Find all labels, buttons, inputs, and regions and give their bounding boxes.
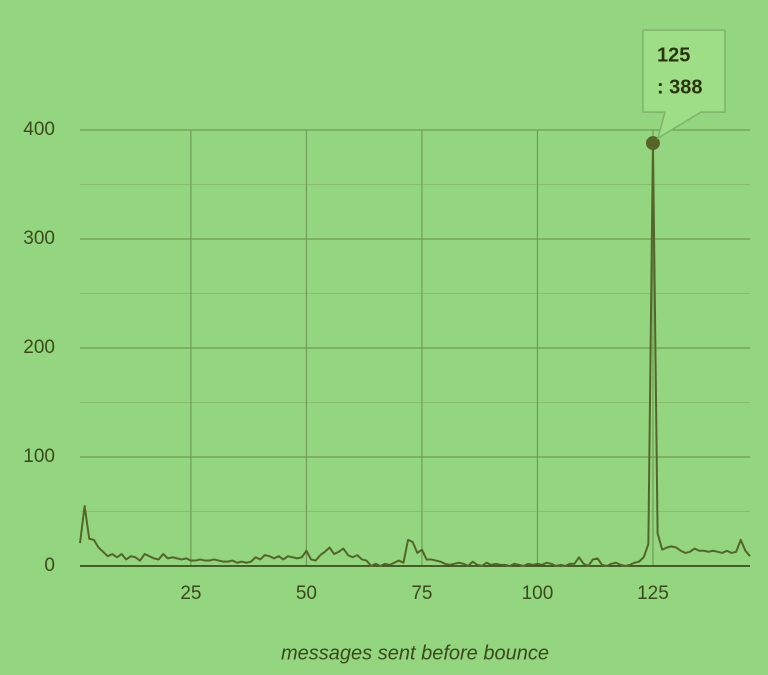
x-tick-label: 125	[637, 583, 669, 604]
x-axis-label: messages sent before bounce	[281, 642, 549, 664]
data-line	[79, 142, 751, 567]
x-tick-label: 100	[522, 583, 554, 604]
y-tick-label: 0	[44, 555, 55, 576]
y-tick-label: 300	[23, 228, 55, 249]
tooltip-box	[642, 29, 726, 140]
tooltip-title: 125	[657, 44, 690, 66]
x-tick-label: 75	[411, 583, 432, 604]
y-tick-label: 200	[23, 337, 55, 358]
tooltip-text: : 388	[657, 76, 703, 98]
y-tick-label: 100	[23, 446, 55, 467]
highlight-point	[645, 136, 660, 151]
x-tick-label: 25	[180, 583, 201, 604]
x-tick-label: 50	[296, 583, 317, 604]
y-tick-label: 400	[23, 119, 55, 140]
